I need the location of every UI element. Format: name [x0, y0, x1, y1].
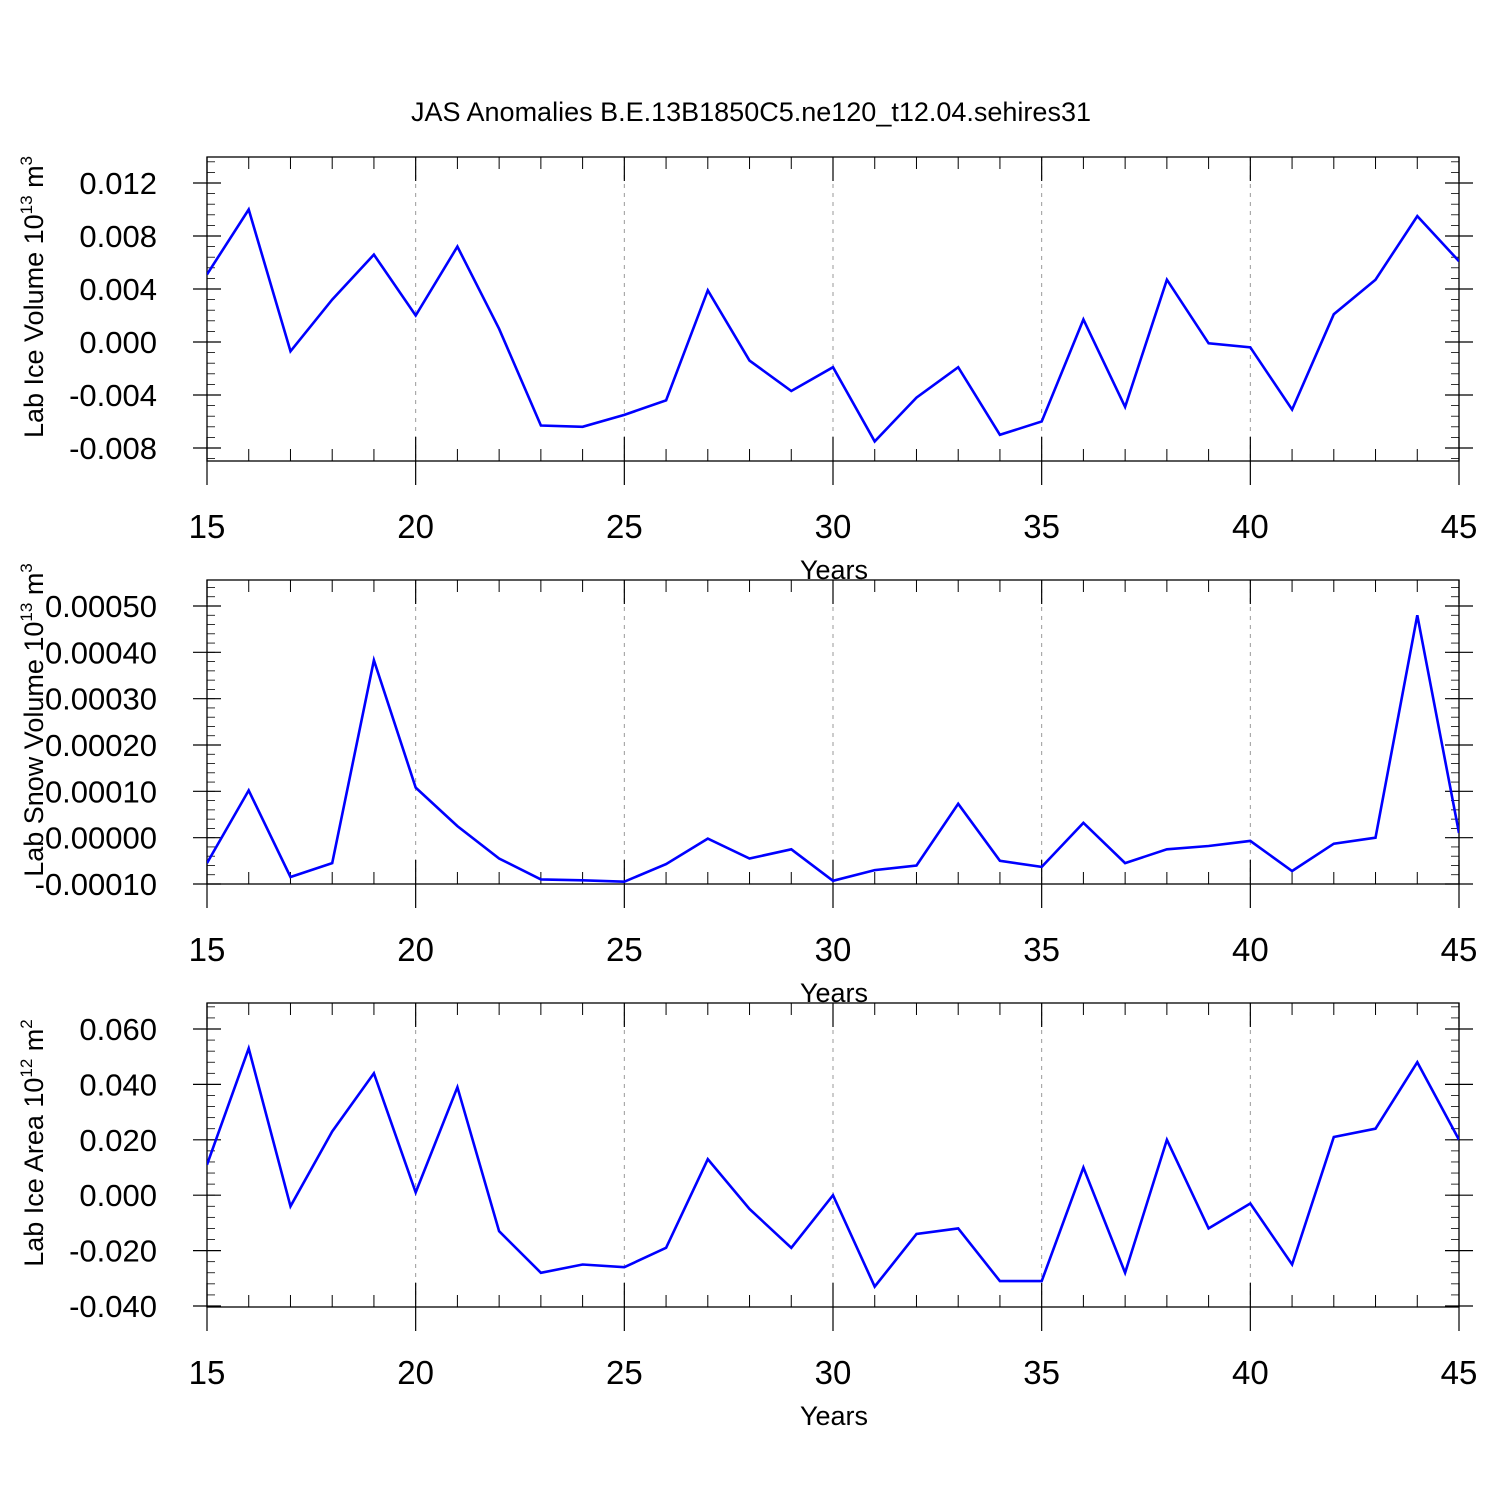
y-tick-label: 0.00050 [45, 589, 157, 624]
y-tick-label: 0.012 [79, 166, 157, 201]
x-tick-label: 45 [1441, 931, 1478, 968]
panels: 15 20 25 30 35 40 45 -0.008 -0.004 0.000 0.004 0.00… [17, 156, 1477, 1431]
y-tick-label: 0.00000 [45, 821, 157, 856]
panel-1: 15 20 25 30 35 40 45 -0.008 -0.004 0.000 0.004 0.00… [17, 156, 1477, 585]
x-tick-label: 15 [189, 1354, 226, 1391]
x-tick-label: 35 [1023, 931, 1060, 968]
plot-frame [206, 1002, 1460, 1308]
plot-frame [206, 579, 1460, 885]
y-tick-label: 0.060 [79, 1012, 157, 1047]
x-tick-label: 25 [606, 1354, 643, 1391]
x-tick-label: 40 [1232, 508, 1269, 545]
y-tick-label: 0.040 [79, 1067, 157, 1102]
y-tick-label: 0.008 [79, 219, 157, 254]
x-tick-label: 20 [397, 931, 434, 968]
x-tick-label: 20 [397, 1354, 434, 1391]
x-tick-label: 30 [815, 1354, 852, 1391]
series-line-3 [207, 1044, 1459, 1290]
x-tick-label: 35 [1023, 508, 1060, 545]
y-axis-label: Lab Snow Volume 1013 m3 [17, 563, 49, 877]
figure-title: JAS Anomalies B.E.13B1850C5.ne120_t12.04… [411, 97, 1091, 127]
x-tick-label: 40 [1232, 931, 1269, 968]
x-tick-label: 45 [1441, 1354, 1478, 1391]
x-tick-label: 45 [1441, 508, 1478, 545]
y-axis-label: Lab Ice Area 1012 m2 [17, 1019, 49, 1267]
x-tick-label: 15 [189, 931, 226, 968]
y-axis-label: Lab Ice Volume 1013 m3 [17, 156, 49, 438]
y-tick-label: -0.020 [69, 1234, 157, 1269]
series-line-2 [207, 615, 1459, 884]
y-tick-label: -0.00010 [35, 867, 157, 902]
y-tick-label: 0.00010 [45, 774, 157, 809]
panel-2: 15 20 25 30 35 40 45 -0.00010 0.00000 0.00010 0.00… [17, 563, 1477, 1008]
x-tick-label: 35 [1023, 1354, 1060, 1391]
y-tick-label: 0.020 [79, 1123, 157, 1158]
series-line-1 [207, 206, 1459, 444]
x-tick-label: 25 [606, 508, 643, 545]
x-axis-label: Years [800, 1401, 868, 1431]
x-tick-label: 20 [397, 508, 434, 545]
y-tick-label: 0.000 [79, 1178, 157, 1213]
y-tick-label: -0.008 [69, 431, 157, 466]
x-tick-label: 40 [1232, 1354, 1269, 1391]
y-tick-label: 0.00030 [45, 682, 157, 717]
y-tick-label: 0.00020 [45, 728, 157, 763]
plot-frame [206, 156, 1460, 462]
y-tick-label: 0.00040 [45, 635, 157, 670]
y-tick-label: -0.040 [69, 1289, 157, 1324]
x-tick-label: 30 [815, 508, 852, 545]
y-tick-label: -0.004 [69, 378, 157, 413]
y-tick-label: 0.000 [79, 325, 157, 360]
x-tick-label: 15 [189, 508, 226, 545]
x-tick-label: 25 [606, 931, 643, 968]
panel-3: 15 20 25 30 35 40 45 -0.040 -0.020 0.000 0.020 0.04… [17, 1002, 1478, 1431]
x-tick-label: 30 [815, 931, 852, 968]
y-tick-label: 0.004 [79, 272, 157, 307]
